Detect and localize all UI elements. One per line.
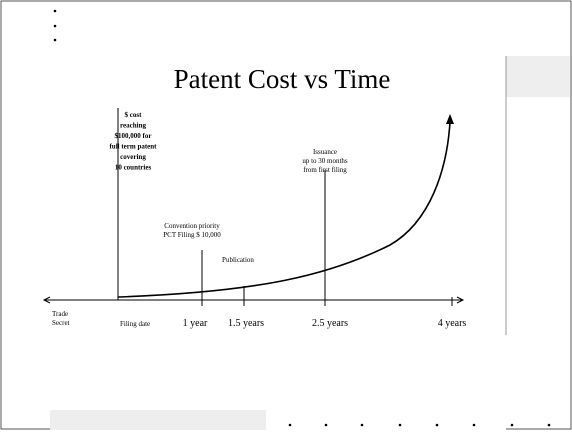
annotation: Publication	[222, 256, 254, 264]
time-label: 2.5 years	[312, 318, 348, 329]
bottom-band	[50, 410, 266, 430]
annotation: $ cost	[125, 111, 143, 119]
annotation: from first filing	[303, 166, 347, 174]
annotation: Convention priority	[164, 222, 220, 230]
side-band	[506, 56, 570, 97]
annotation: reaching	[120, 122, 146, 130]
time-label: Filing date	[120, 320, 150, 328]
annotation: 10 countries	[115, 164, 152, 172]
trade-secret: Secret	[52, 319, 70, 327]
annotation: full term patent	[109, 143, 157, 151]
title: Patent Cost vs Time	[174, 64, 391, 94]
slide-content	[50, 56, 506, 435]
annotation: covering	[120, 153, 146, 161]
trade-secret: Trade	[52, 310, 68, 318]
time-label: 4 years	[438, 318, 467, 329]
dots	[53, 9, 551, 427]
time-label: 1 year	[183, 318, 208, 329]
time-label: 1.5 years	[228, 318, 264, 329]
diagram-lines	[42, 108, 465, 306]
arrowhead	[446, 114, 454, 124]
annotation: PCT Filing $ 10,000	[163, 231, 221, 239]
annotation: $100,000 for	[115, 132, 152, 140]
annotation: Issuance	[313, 148, 337, 156]
annotation: up to 30 months	[302, 157, 348, 165]
